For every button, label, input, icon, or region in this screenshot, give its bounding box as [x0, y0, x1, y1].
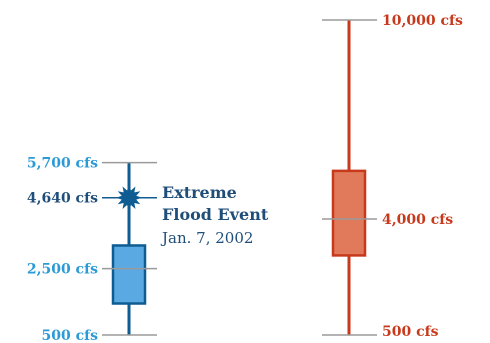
red-box — [331, 169, 367, 257]
event-starburst-marker — [116, 184, 142, 211]
event-title-line2: Flood Event — [162, 205, 269, 224]
blue-median-label: 2,500 cfs — [27, 262, 98, 278]
red-box-series: 10,000 cfs 4,000 cfs 500 cfs — [322, 13, 463, 340]
blue-box-series: 5,700 cfs 4,640 cfs 2,500 cfs 500 cfs Extrem… — [27, 156, 269, 343]
blue-min-label: 500 cfs — [41, 328, 98, 343]
red-max-label: 10,000 cfs — [382, 13, 463, 29]
red-median-label: 4,000 cfs — [382, 212, 453, 228]
event-value-label: 4,640 cfs — [27, 191, 98, 207]
blue-max-label: 5,700 cfs — [27, 156, 98, 172]
event-date: Jan. 7, 2002 — [160, 229, 253, 247]
red-min-label: 500 cfs — [382, 324, 439, 340]
blue-box — [111, 244, 147, 305]
event-title-line1: Extreme — [162, 183, 237, 202]
